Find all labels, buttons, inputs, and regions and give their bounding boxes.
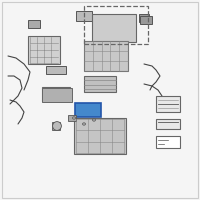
Bar bbox=[92, 14, 136, 42]
Bar bbox=[28, 20, 40, 28]
Bar bbox=[156, 136, 180, 148]
Bar bbox=[84, 76, 116, 92]
Bar bbox=[74, 118, 126, 154]
Bar bbox=[75, 103, 101, 117]
Bar bbox=[139, 14, 149, 22]
Ellipse shape bbox=[92, 119, 96, 121]
Bar bbox=[52, 122, 60, 130]
Bar bbox=[42, 88, 72, 102]
Bar bbox=[46, 66, 66, 74]
Bar bbox=[84, 6, 148, 44]
Ellipse shape bbox=[83, 123, 86, 125]
Bar bbox=[28, 36, 60, 64]
Bar bbox=[156, 119, 180, 129]
Ellipse shape bbox=[53, 122, 61, 130]
Bar bbox=[84, 41, 128, 71]
Bar bbox=[156, 96, 180, 112]
Ellipse shape bbox=[72, 117, 76, 119]
Bar bbox=[140, 16, 152, 24]
Bar bbox=[42, 87, 70, 101]
Bar bbox=[76, 11, 92, 21]
Bar bbox=[68, 115, 76, 121]
